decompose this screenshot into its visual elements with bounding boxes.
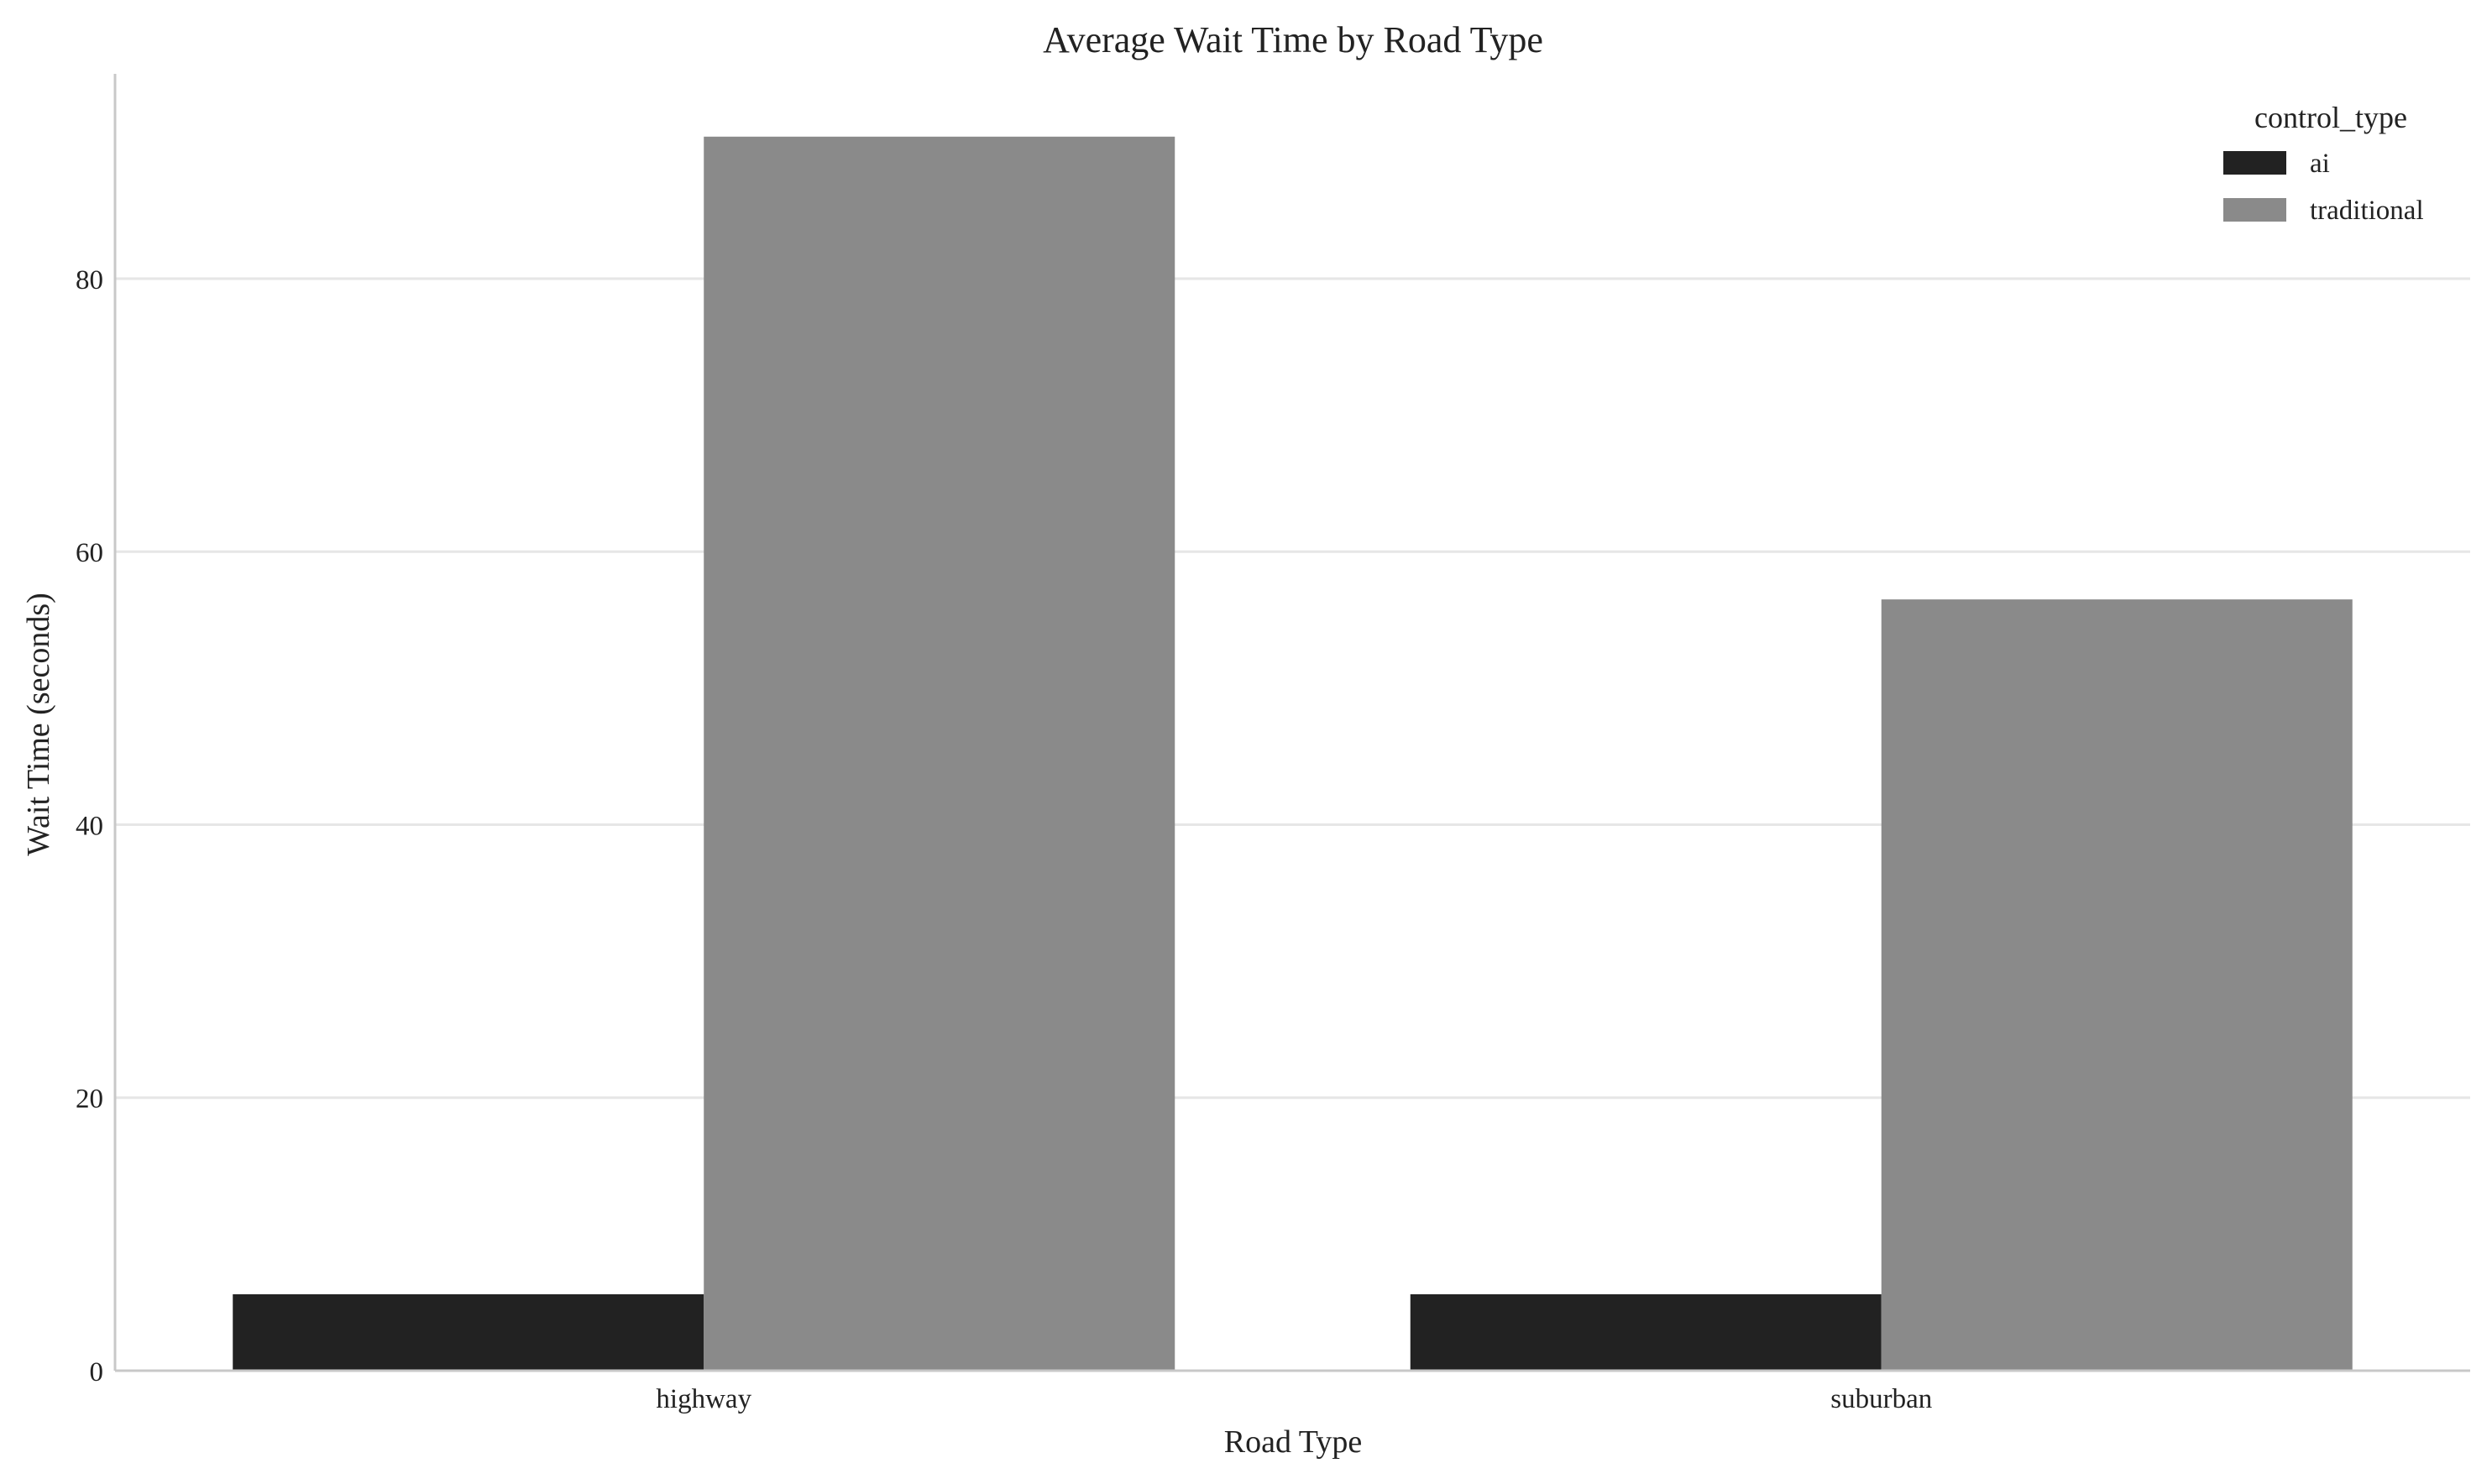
legend: control_type ai traditional bbox=[2223, 101, 2424, 226]
y-tick-label: 40 bbox=[76, 811, 103, 841]
bar-traditional-suburban bbox=[1881, 599, 2353, 1371]
y-tick-label: 0 bbox=[90, 1357, 104, 1387]
legend-label-traditional: traditional bbox=[2310, 196, 2424, 226]
legend-title: control_type bbox=[2254, 101, 2407, 134]
bar-ai-highway bbox=[233, 1293, 704, 1371]
legend-swatch-traditional bbox=[2223, 198, 2286, 222]
y-tick-label: 80 bbox=[76, 265, 103, 295]
bar-traditional-highway bbox=[704, 136, 1175, 1371]
x-axis-label: Road Type bbox=[1224, 1424, 1362, 1460]
bar-ai-suburban bbox=[1410, 1293, 1882, 1371]
y-axis-label: Wait Time (seconds) bbox=[21, 593, 56, 856]
bars bbox=[233, 136, 2353, 1371]
chart-title: Average Wait Time by Road Type bbox=[1043, 19, 1543, 60]
y-tick-label: 60 bbox=[76, 538, 103, 568]
legend-label-ai: ai bbox=[2310, 149, 2330, 179]
legend-swatch-ai bbox=[2223, 151, 2286, 175]
tick-labels: 0 20 40 60 80 highway suburban bbox=[76, 265, 1932, 1414]
x-tick-label: suburban bbox=[1830, 1384, 1932, 1414]
axes bbox=[113, 74, 2470, 1372]
y-tick-label: 20 bbox=[76, 1084, 103, 1115]
x-tick-label: highway bbox=[656, 1384, 751, 1414]
